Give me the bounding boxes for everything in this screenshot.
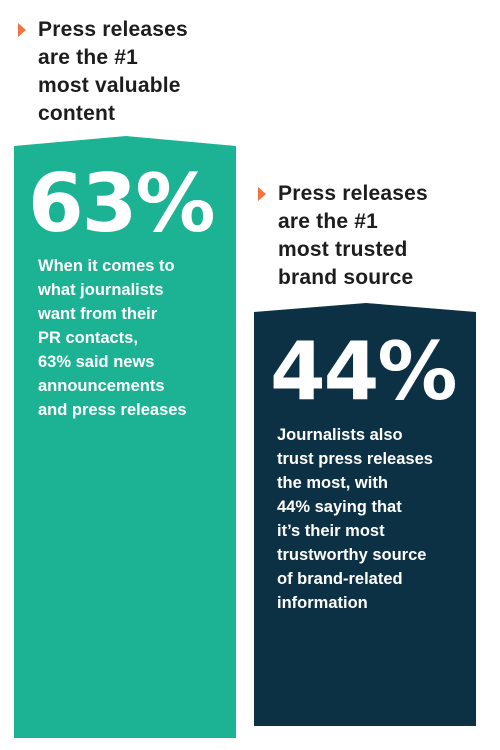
description-line: Journalists also (277, 426, 403, 444)
heading-line: content (38, 102, 116, 125)
valuable-content-description: When it comes to what journalists want f… (38, 254, 238, 422)
description-line: trustworthy source (277, 546, 427, 564)
description-line: and press releases (38, 401, 187, 419)
description-line: trust press releases (277, 450, 433, 468)
trusted-source-description: Journalists also trust press releases th… (277, 423, 472, 615)
heading-line: are the #1 (38, 46, 139, 69)
description-line: the most, with (277, 474, 388, 492)
trusted-source-heading: Press releases are the #1 most trusted b… (258, 180, 488, 292)
heading-line: Press releases (38, 18, 188, 41)
heading-line: most valuable (38, 74, 181, 97)
valuable-content-stat: 63% (28, 157, 215, 250)
description-line: 63% said news (38, 353, 155, 371)
heading-line: are the #1 (278, 210, 379, 233)
description-line: PR contacts, (38, 329, 138, 347)
heading-line: most trusted (278, 238, 408, 261)
heading-line: brand source (278, 266, 414, 289)
trusted-source-stat: 44% (270, 325, 457, 418)
description-line: what journalists (38, 281, 164, 299)
triangle-right-icon (18, 23, 26, 37)
description-line: of brand-related (277, 570, 403, 588)
description-line: announcements (38, 377, 165, 395)
description-line: 44% saying that (277, 498, 402, 516)
description-line: it’s their most (277, 522, 385, 540)
valuable-content-heading: Press releases are the #1 most valuable … (18, 16, 248, 128)
triangle-right-icon (258, 187, 266, 201)
description-line: information (277, 594, 368, 612)
heading-line: Press releases (278, 182, 428, 205)
description-line: When it comes to (38, 257, 175, 275)
description-line: want from their (38, 305, 158, 323)
